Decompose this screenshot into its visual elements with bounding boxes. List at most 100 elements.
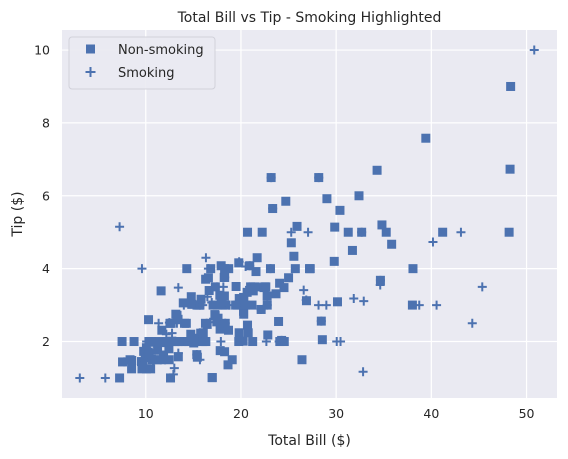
point-smoking [100,373,110,383]
point-non-smoking [117,337,127,347]
point-smoking [245,261,255,271]
point-smoking [467,318,477,328]
point-non-smoking [330,222,340,232]
point-smoking [299,285,309,295]
point-non-smoking [207,373,217,383]
point-non-smoking [153,345,163,355]
point-smoking [207,298,217,308]
point-smoking [220,272,230,282]
point-non-smoking [274,316,284,326]
x-tick-label: 10 [138,406,154,421]
point-non-smoking [438,227,448,237]
legend-box [68,36,216,90]
point-non-smoking [157,325,167,335]
point-smoking [224,300,234,310]
point-non-smoking [239,309,249,319]
y-tick-label: 6 [42,188,50,203]
point-smoking [321,300,331,310]
point-smoking [202,292,212,302]
y-axis-ticks: 2 4 6 8 10 [34,43,50,349]
point-non-smoking [213,313,223,323]
point-smoking [195,300,205,310]
point-non-smoking [144,349,154,359]
point-non-smoking [127,355,137,365]
point-smoking [218,282,228,292]
point-smoking [456,227,466,237]
point-smoking [137,264,147,274]
point-non-smoking [216,297,226,307]
data-points [75,45,539,383]
point-non-smoking [164,344,174,354]
point-non-smoking [159,350,169,360]
point-smoking [188,333,198,343]
y-tick-label: 4 [42,261,50,276]
point-smoking [375,275,385,285]
point-smoking [245,282,255,292]
point-non-smoking [227,355,237,365]
point-smoking [154,318,164,328]
y-tick-label: 2 [42,334,50,349]
point-non-smoking [263,330,273,340]
y-tick-label: 10 [34,43,50,58]
point-non-smoking [290,264,300,274]
point-non-smoking [115,373,125,383]
point-non-smoking [317,335,327,345]
point-smoking [164,318,174,328]
point-smoking [266,173,276,183]
point-smoking [357,227,367,237]
point-smoking [256,304,266,314]
point-non-smoking [332,297,342,307]
point-non-smoking [127,364,137,374]
point-smoking [237,295,247,305]
point-smoking [161,329,171,339]
point-non-smoking [284,273,294,283]
legend-marker-smoking [85,67,96,77]
legend-marker-non-smoking [86,44,95,54]
point-non-smoking [156,286,166,296]
point-smoking [148,356,158,366]
legend-label-smoking: Smoking [118,66,175,81]
point-non-smoking [170,337,180,347]
point-non-smoking [421,133,431,143]
point-non-smoking [407,300,417,310]
point-smoking [201,253,211,263]
point-smoking [205,317,215,327]
point-non-smoking [129,337,139,347]
point-non-smoking [224,264,234,274]
point-non-smoking [243,328,253,338]
point-smoking [358,367,368,377]
point-smoking [314,173,324,183]
point-non-smoking [289,251,299,261]
point-non-smoking [297,355,307,365]
point-non-smoking [377,220,387,230]
point-non-smoking [182,264,192,274]
y-axis-label: Tip ($) [10,191,26,237]
point-smoking [303,227,313,237]
point-smoking [414,300,424,310]
point-non-smoking [343,227,353,237]
point-smoking [172,318,182,328]
point-non-smoking [279,283,289,293]
point-smoking [349,294,359,304]
point-non-smoking [186,292,196,302]
point-smoking [529,45,539,55]
legend-label-non-smoking: Non-smoking [118,43,204,58]
point-smoking [173,348,183,358]
point-non-smoking [204,286,214,296]
point-non-smoking [215,290,225,300]
point-smoking [75,373,85,383]
point-smoking [259,283,269,293]
point-non-smoking [234,328,244,338]
point-non-smoking [242,287,252,297]
point-non-smoking [372,165,382,175]
point-non-smoking [233,300,243,310]
point-smoking [203,264,213,274]
point-non-smoking [231,282,241,292]
x-axis-ticks: 10 20 30 40 50 [138,406,535,421]
point-non-smoking [243,227,253,237]
point-non-smoking [248,286,258,296]
point-smoking [142,337,152,347]
point-non-smoking [239,292,249,302]
chart-title: Total Bill vs Tip - Smoking Highlighted [177,10,442,26]
